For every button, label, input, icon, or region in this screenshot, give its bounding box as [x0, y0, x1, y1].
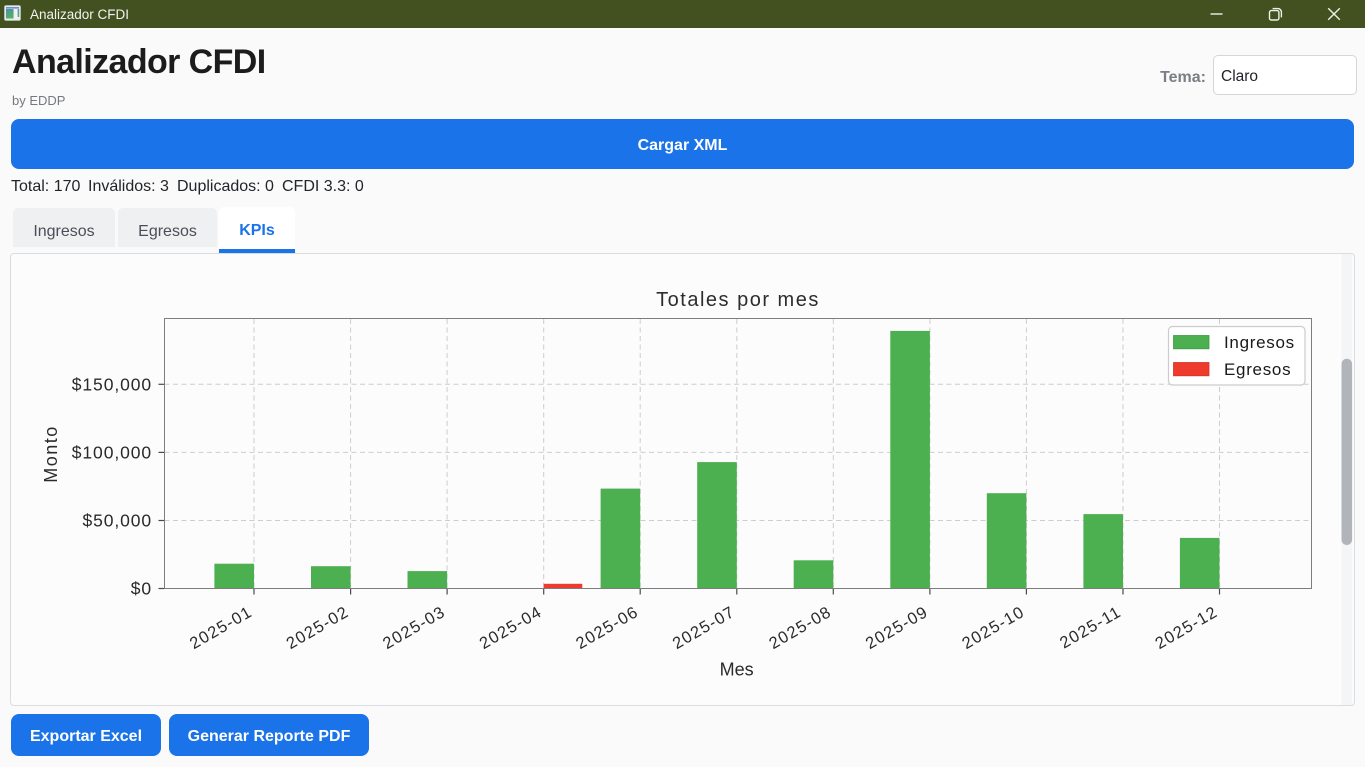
- svg-text:2025-01: 2025-01: [187, 603, 256, 653]
- svg-text:Totales por mes: Totales por mes: [656, 289, 820, 311]
- svg-text:2025-11: 2025-11: [1057, 603, 1125, 652]
- svg-text:$150,000: $150,000: [72, 374, 152, 394]
- svg-text:Mes: Mes: [720, 660, 754, 680]
- svg-text:2025-07: 2025-07: [670, 603, 739, 653]
- svg-text:Ingresos: Ingresos: [1224, 333, 1295, 352]
- svg-text:2025-12: 2025-12: [1152, 603, 1221, 653]
- svg-text:2025-04: 2025-04: [476, 603, 545, 653]
- svg-text:$50,000: $50,000: [82, 511, 152, 531]
- svg-text:2025-10: 2025-10: [959, 603, 1028, 653]
- svg-text:Egresos: Egresos: [1224, 360, 1291, 379]
- svg-text:2025-09: 2025-09: [863, 603, 932, 653]
- svg-text:2025-08: 2025-08: [766, 603, 835, 653]
- svg-text:2025-02: 2025-02: [283, 603, 352, 653]
- svg-text:2025-03: 2025-03: [380, 603, 449, 653]
- svg-text:Monto: Monto: [41, 425, 61, 483]
- svg-text:$0: $0: [131, 579, 152, 599]
- svg-text:2025-06: 2025-06: [573, 603, 642, 653]
- svg-text:$100,000: $100,000: [72, 442, 152, 462]
